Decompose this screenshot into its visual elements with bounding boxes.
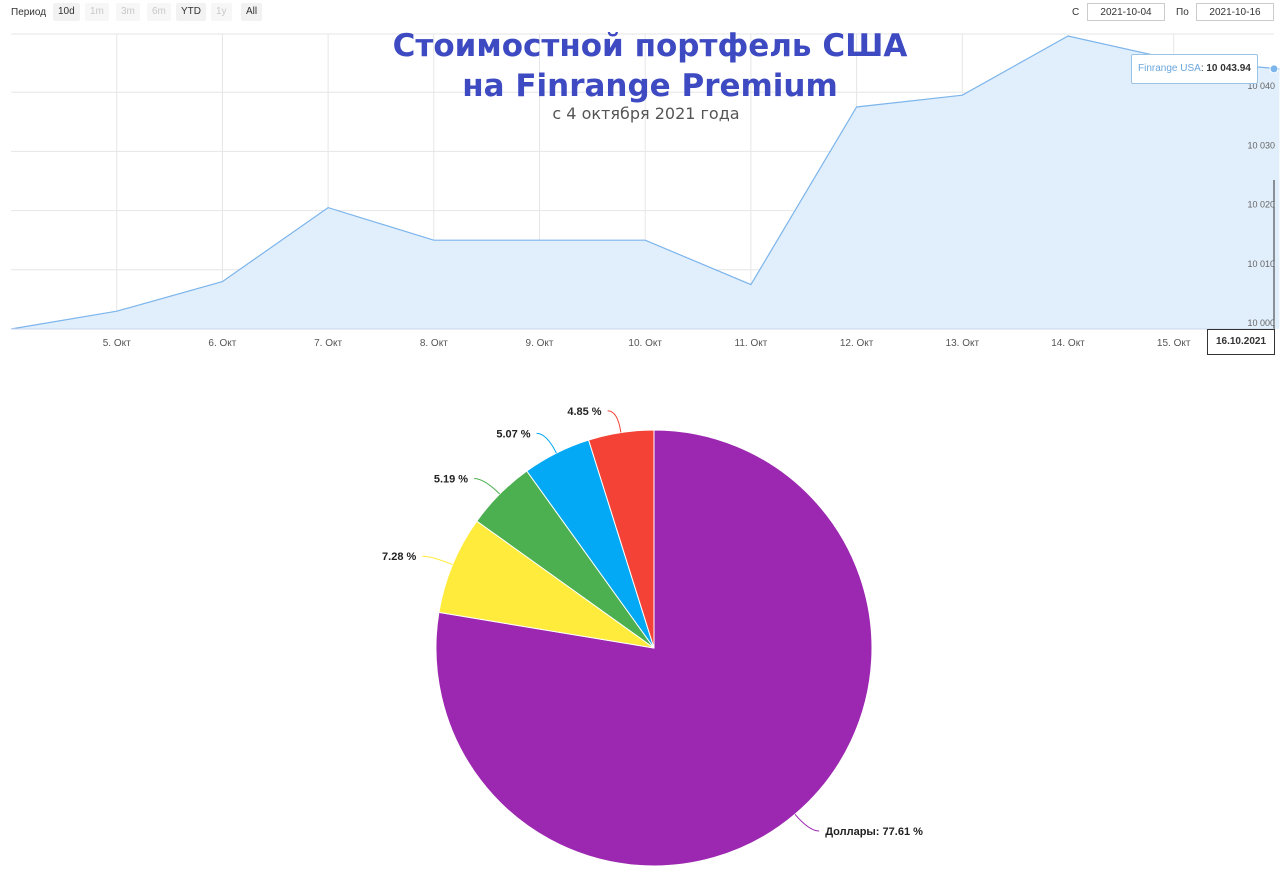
range-button-10d[interactable]: 10d <box>53 3 80 21</box>
pie-data-label: 7.28 % <box>382 551 416 563</box>
range-button-1m[interactable]: 1m <box>85 3 109 21</box>
period-label: Период <box>11 7 47 18</box>
pie-data-label: 4.85 % <box>567 406 601 418</box>
x-tick-label: 8. Окт <box>420 338 448 349</box>
pie-slice[interactable] <box>435 429 873 867</box>
chart-subtitle: с 4 октября 2021 года <box>552 104 740 123</box>
x-tick-label: 12. Окт <box>840 338 874 349</box>
range-toolbar: Период 10d 1m 3m 6m YTD 1y All С По <box>0 0 1280 26</box>
from-date-input[interactable] <box>1087 3 1165 21</box>
range-button-1y[interactable]: 1y <box>211 3 232 21</box>
pie-connector <box>474 478 501 495</box>
to-date-label: По <box>1176 7 1189 18</box>
series-tooltip: Finrange USA: 10 043.94 <box>1131 54 1258 84</box>
x-tick-label: 7. Окт <box>314 338 342 349</box>
x-tick-label: 5. Окт <box>103 338 131 349</box>
range-button-6m[interactable]: 6m <box>147 3 171 21</box>
pie-slice[interactable] <box>526 439 655 649</box>
pie-connector <box>536 432 557 454</box>
pie-slice[interactable] <box>438 520 655 649</box>
x-tick-label: 13. Окт <box>946 338 980 349</box>
range-button-3m[interactable]: 3m <box>116 3 140 21</box>
y-tick-label: 10 010 <box>1247 259 1275 269</box>
pie-slice[interactable] <box>587 429 655 649</box>
y-tick-label: 10 030 <box>1247 140 1275 150</box>
hover-point-marker <box>1269 64 1279 74</box>
series-line <box>10 35 1280 330</box>
pie-connector <box>422 555 453 566</box>
y-tick-label: 10 020 <box>1247 200 1275 210</box>
x-tick-label: 14. Окт <box>1051 338 1085 349</box>
x-tick-label: 9. Окт <box>526 338 554 349</box>
pie-data-label: 5.19 % <box>434 474 468 486</box>
pie-data-label: Доллары: 77.61 % <box>825 826 923 838</box>
x-tick-label: 6. Окт <box>208 338 236 349</box>
tooltip-colon: : <box>1200 63 1207 74</box>
current-date-flag: 16.10.2021 <box>1207 329 1275 355</box>
y-tick-label: 10 040 <box>1247 81 1275 91</box>
chart-title-line2: на Finrange Premium <box>462 68 838 104</box>
x-tick-label: 15. Окт <box>1157 338 1191 349</box>
pie-slice[interactable] <box>476 470 655 649</box>
chart-title-line1: Стоимостной портфель США <box>392 28 908 64</box>
pie-connector <box>794 813 820 832</box>
to-date-input[interactable] <box>1196 3 1274 21</box>
range-button-ytd[interactable]: YTD <box>176 3 206 21</box>
series-area-fill <box>11 36 1280 329</box>
pie-connector <box>607 410 622 433</box>
portfolio-area-chart: 5. Окт 6. Окт 7. Окт 8. Окт 9. Окт 10. Окт 11.… <box>10 33 1280 349</box>
y-tick-label: 10 000 <box>1247 318 1275 328</box>
x-tick-label: 11. Окт <box>735 338 768 349</box>
pie-data-label: 5.07 % <box>496 428 530 440</box>
range-button-all[interactable]: All <box>241 3 263 21</box>
tooltip-series-name: Finrange USA <box>1138 63 1201 74</box>
tooltip-value: 10 043.94 <box>1206 63 1251 74</box>
from-date-label: С <box>1072 7 1080 18</box>
x-tick-label: 10. Окт <box>628 338 662 349</box>
